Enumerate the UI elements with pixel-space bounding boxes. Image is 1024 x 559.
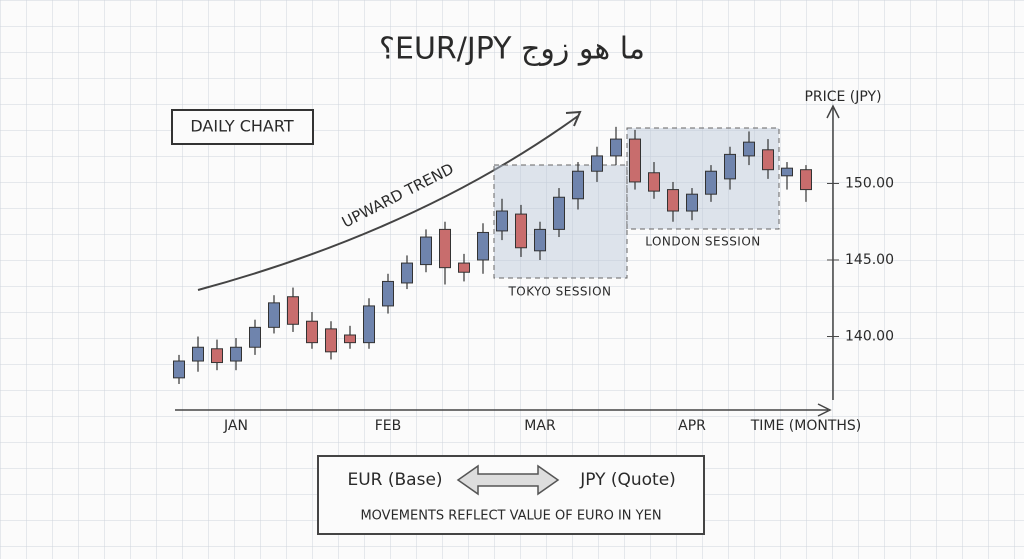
footer-note: MOVEMENTS REFLECT VALUE OF EURO IN YEN <box>360 509 661 524</box>
candle-body <box>591 155 603 172</box>
candle-body <box>743 141 755 157</box>
candle-body <box>306 320 318 344</box>
trend-arrow <box>197 115 579 291</box>
candle-body <box>439 228 451 269</box>
footer-box <box>317 455 705 535</box>
london-session-label: LONDON SESSION <box>645 235 761 249</box>
candle-body <box>610 138 622 157</box>
double-arrow <box>456 464 560 496</box>
y-tick-label: 145.00 <box>845 252 894 268</box>
candle-body <box>629 138 641 183</box>
candle-body <box>496 210 508 232</box>
x-tick-label: FEB <box>375 418 402 434</box>
candle-body <box>268 302 280 328</box>
chart-title: ما هو زوج EUR/JPY؟ <box>379 32 645 67</box>
candle-body <box>553 196 565 230</box>
candle-body <box>344 334 356 344</box>
x-axis-arrow <box>817 403 832 417</box>
candle-body <box>192 346 204 362</box>
candle-body <box>686 193 698 212</box>
x-tick-label: JAN <box>223 418 248 434</box>
candle-body <box>800 169 812 191</box>
tokyo-session-label: TOKYO SESSION <box>507 285 611 299</box>
candle-body <box>705 170 717 195</box>
candle-body <box>667 189 679 212</box>
quote-label: JPY (Quote) <box>579 470 676 490</box>
candle-body <box>382 280 394 307</box>
x-tick-label: APR <box>678 418 706 434</box>
candle-body <box>534 228 546 252</box>
y-axis-label: PRICE (JPY) <box>804 89 881 105</box>
y-axis-arrow <box>826 104 840 119</box>
y-tick-label: 150.00 <box>845 175 894 191</box>
candle-body <box>648 172 660 192</box>
candle-body <box>401 262 413 284</box>
candle-body <box>724 153 736 180</box>
candle-body <box>173 360 185 379</box>
daily-chart-label: DAILY CHART <box>190 117 293 136</box>
candle-body <box>287 296 299 325</box>
x-tick-label: MAR <box>524 418 556 434</box>
candle-body <box>363 305 375 344</box>
candle-body <box>762 149 774 171</box>
label-box <box>171 109 314 145</box>
trend-arrowhead <box>565 110 582 127</box>
candle-body <box>458 262 470 273</box>
candle-body <box>572 170 584 200</box>
candle-body <box>781 167 793 177</box>
candle-body <box>211 348 223 364</box>
candle-body <box>325 328 337 353</box>
candle-body <box>420 236 432 266</box>
candle-body <box>477 231 489 261</box>
base-label: EUR (Base) <box>347 470 442 490</box>
y-tick-label: 140.00 <box>845 329 894 345</box>
candle-body <box>515 213 527 249</box>
candle-body <box>249 326 261 348</box>
x-axis-label: TIME (MONTHS) <box>750 418 862 434</box>
candle-body <box>230 346 242 362</box>
